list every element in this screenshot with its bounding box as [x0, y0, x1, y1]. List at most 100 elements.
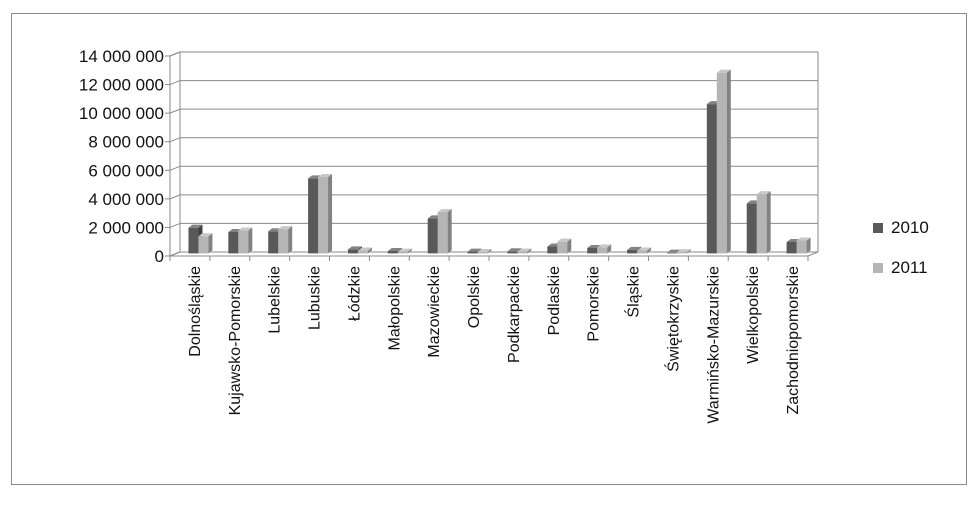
bar-side-2011 [726, 69, 731, 254]
legend-swatch [873, 223, 883, 233]
bar-side-2011 [208, 233, 213, 254]
bar-2011 [357, 250, 368, 254]
bar-side-2011 [567, 238, 572, 254]
x-category-label: Małopolskie [386, 266, 403, 351]
y-tick-label: 0 [155, 247, 164, 266]
bar-2010 [308, 178, 319, 254]
bar-2010 [627, 249, 638, 254]
bar-2010 [268, 231, 279, 254]
y-tick-label: 14 000 000 [79, 47, 164, 66]
x-category-label: Podlaskie [546, 266, 563, 335]
bar-2011 [318, 176, 329, 254]
x-category-label: Dolnośląskie [187, 266, 204, 357]
bar-2011 [557, 241, 568, 254]
bar-side-2011 [527, 248, 532, 254]
bar-2010 [547, 246, 558, 254]
bar-2011 [278, 229, 289, 254]
bar-side-2011 [328, 173, 333, 254]
bar-top-2011 [637, 247, 652, 251]
legend-swatch [873, 263, 883, 273]
bar-top-2011 [676, 249, 691, 253]
bar-side-2011 [806, 237, 811, 254]
bar-top-2010 [188, 224, 203, 228]
gridline-side [169, 194, 181, 200]
bar-top-2011 [597, 244, 612, 248]
x-category-label: Wielkopolskie [745, 266, 762, 364]
bar-2011 [517, 251, 528, 254]
bar-2010 [228, 231, 239, 254]
x-category-label: Opolskie [466, 266, 483, 328]
bar-side-2011 [686, 249, 691, 254]
x-category-label: Śląskie [624, 266, 643, 318]
x-category-label: Lubuskie [307, 266, 324, 330]
bar-2011 [597, 247, 608, 254]
bar-top-2011 [557, 238, 572, 242]
bar-2010 [387, 250, 398, 254]
bar-2010 [666, 252, 677, 254]
gridline-side [169, 51, 181, 57]
x-category-label: Warmińsko-Mazurskie [705, 266, 722, 424]
bar-top-2010 [627, 246, 642, 250]
bar-2010 [188, 227, 199, 254]
y-tick-label: 2 000 000 [88, 218, 164, 237]
bar-side-2011 [248, 227, 253, 254]
gridline-side [169, 108, 181, 114]
bar-2011 [437, 211, 448, 254]
bar-side-2011 [647, 247, 652, 254]
bar-top-2011 [318, 173, 333, 177]
bar-top-2011 [477, 248, 492, 252]
bar-side-2011 [407, 248, 412, 254]
gridline-side [169, 222, 181, 228]
bar-2011 [637, 250, 648, 254]
x-category-label: Mazowieckie [426, 266, 443, 358]
bar-top-2011 [517, 248, 532, 252]
y-tick-label: 8 000 000 [88, 133, 164, 152]
bar-2011 [397, 251, 408, 254]
bar-top-2011 [357, 247, 372, 251]
y-tick-label: 12 000 000 [79, 76, 164, 95]
bar-2011 [198, 236, 209, 254]
bar-side-2011 [766, 191, 771, 254]
y-tick-label: 10 000 000 [79, 104, 164, 123]
bar-2010 [786, 241, 797, 254]
bar-top-2010 [347, 246, 362, 250]
gridline-side [169, 251, 181, 257]
gridline-side [169, 137, 181, 143]
x-category-label: Pomorskie [586, 266, 603, 342]
x-category-label: Świętokrzyskie [663, 266, 682, 372]
bar-2010 [347, 249, 358, 254]
bar-2011 [716, 72, 727, 254]
bar-top-2011 [756, 191, 771, 195]
bar-top-2010 [387, 247, 402, 251]
bar-2011 [477, 251, 488, 254]
bar-2010 [427, 218, 438, 254]
bar-2011 [676, 252, 687, 254]
legend-label: 2011 [891, 258, 928, 277]
gridline-side [169, 80, 181, 86]
bar-top-2011 [238, 227, 253, 231]
gridline-side [169, 165, 181, 171]
bar-2010 [507, 251, 518, 254]
legend-label: 2010 [891, 218, 929, 237]
bar-side-2011 [447, 208, 452, 254]
x-category-label: Zachodniopomorskie [785, 266, 802, 415]
x-category-label: Łódzkie [346, 266, 363, 321]
bar-2011 [756, 194, 767, 254]
bar-top-2011 [716, 69, 731, 73]
bar-2011 [238, 230, 249, 254]
bar-2010 [746, 203, 757, 254]
bar-2010 [587, 247, 598, 254]
x-category-label: Kujawsko-Pomorskie [227, 266, 244, 415]
bar-top-2011 [796, 237, 811, 241]
bar-side-2011 [288, 226, 293, 254]
bar-top-2011 [437, 208, 452, 212]
bar-side-2011 [367, 247, 372, 254]
bar-top-2011 [198, 233, 213, 237]
bar-top-2011 [278, 226, 293, 230]
x-category-label: Lubelskie [267, 266, 284, 334]
bar-top-2010 [507, 248, 522, 252]
bar-side-2011 [487, 248, 492, 254]
bar-top-2011 [397, 248, 412, 252]
bar-2010 [467, 251, 478, 254]
